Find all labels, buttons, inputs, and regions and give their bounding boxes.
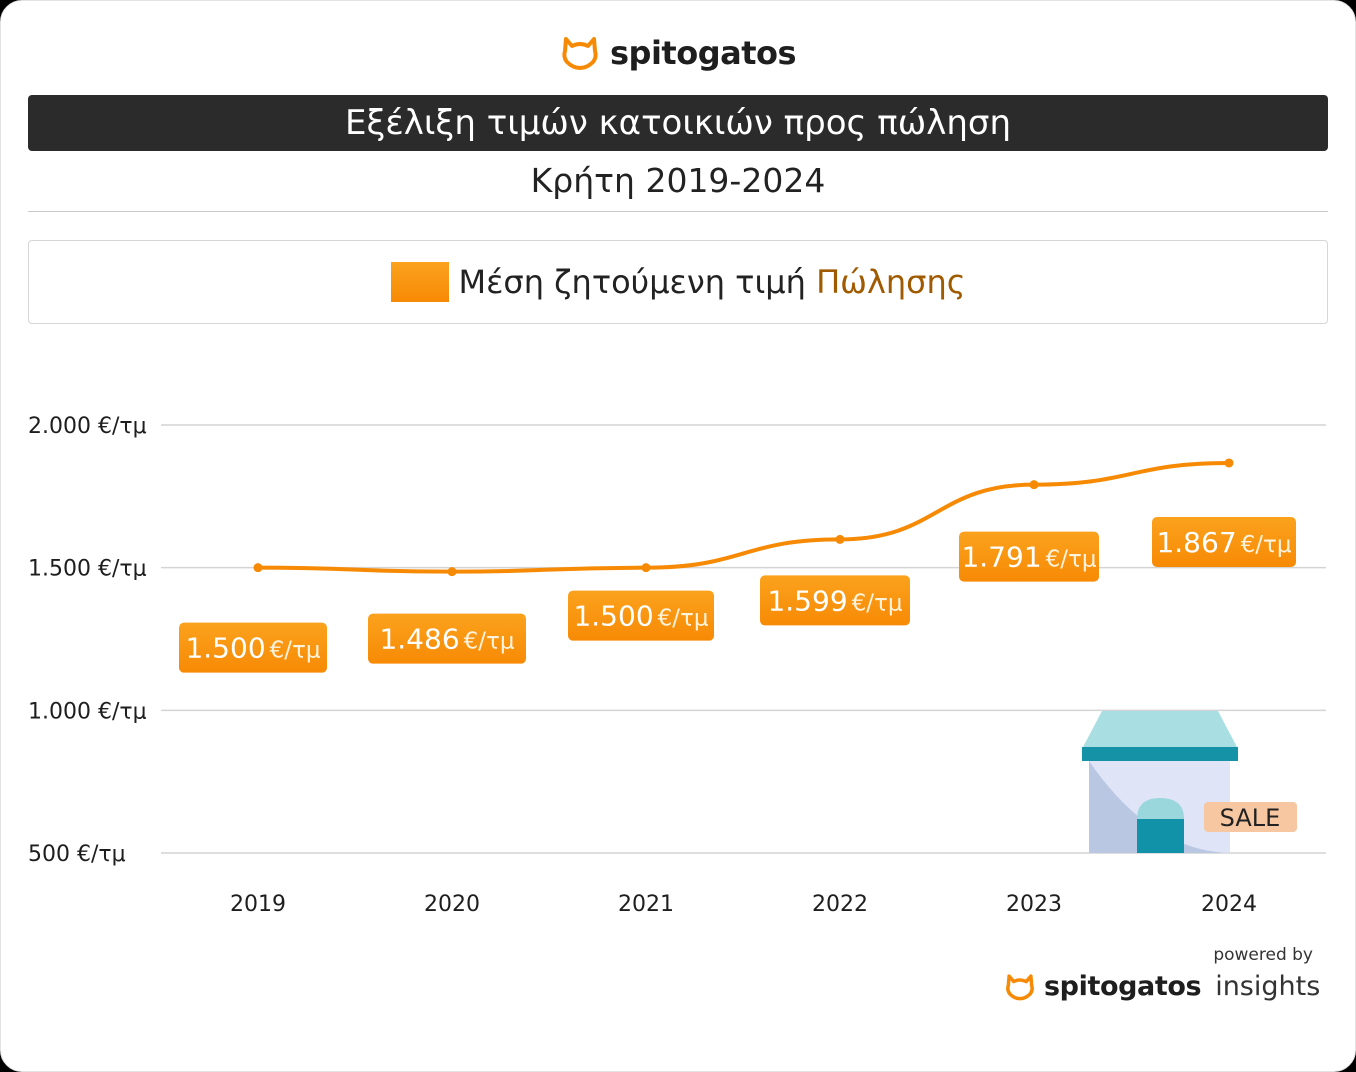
shop-illustration: SALE [1082, 711, 1297, 853]
x-tick-label: 2024 [1201, 892, 1257, 917]
x-tick-label: 2022 [812, 892, 868, 917]
data-label-text: 1.867 €/τμ [1156, 526, 1291, 559]
brand-name: spitogatos [609, 34, 797, 72]
data-label-text: 1.500 €/τμ [573, 600, 708, 633]
data-label-value: 1.486 [379, 623, 459, 656]
data-label: 1.486 €/τμ [368, 613, 526, 664]
y-tick-label: 1.000 €/τμ [28, 699, 147, 724]
data-point [835, 534, 845, 544]
data-label-value: 1.599 [767, 584, 847, 617]
data-label-value: 1.500 [573, 600, 653, 633]
data-point [253, 563, 263, 573]
legend-accent: Πώλησης [816, 263, 966, 301]
page-title: Εξέλιξη τιμών κατοικιών προς πώληση [28, 95, 1328, 151]
data-label: 1.791 €/τμ [959, 531, 1099, 582]
legend-label: Μέση ζητούμενη τιμή Πώλησης [459, 263, 966, 301]
powered-by: powered by [1213, 945, 1313, 965]
page-subtitle: Κρήτη 2019-2024 [530, 161, 826, 200]
data-label-bg [368, 613, 526, 664]
data-label-text: 1.791 €/τμ [961, 541, 1096, 574]
x-tick-label: 2020 [424, 892, 480, 917]
legend: Μέση ζητούμενη τιμή Πώλησης [28, 240, 1328, 324]
sale-badge: SALE [1220, 804, 1281, 832]
data-label-unit: €/τμ [1241, 532, 1292, 558]
x-tick-label: 2021 [618, 892, 674, 917]
y-tick-label: 1.500 €/τμ [28, 557, 147, 582]
data-label: 1.599 €/τμ [760, 575, 910, 626]
footer-logo: spitogatos insights [1004, 971, 1320, 1002]
data-label: 1.500 €/τμ [568, 590, 714, 641]
series-line [256, 460, 1231, 574]
x-tick-label: 2019 [230, 892, 286, 917]
legend-prefix: Μέση ζητούμενη τιμή [458, 263, 806, 301]
data-label-unit: €/τμ [852, 590, 903, 616]
data-label: 1.867 €/τμ [1152, 516, 1296, 567]
data-label-value: 1.867 [1156, 526, 1236, 559]
data-label-unit: €/τμ [270, 638, 321, 664]
footer-brand: spitogatos [1044, 971, 1202, 1002]
data-label-unit: €/τμ [464, 629, 515, 655]
data-label-value: 1.500 [185, 632, 265, 665]
y-tick-label: 2.000 €/τμ [28, 414, 147, 439]
data-point [641, 563, 651, 573]
x-tick-label: 2023 [1006, 892, 1062, 917]
data-label-unit: €/τμ [1046, 547, 1097, 573]
cat-icon [562, 37, 598, 70]
page-title-text: Εξέλιξη τιμών κατοικιών προς πώληση [344, 103, 1011, 143]
data-label-text: 1.599 €/τμ [767, 584, 902, 617]
data-label-bg [179, 622, 327, 673]
data-label-bg [568, 590, 714, 641]
cat-icon [1006, 973, 1034, 1000]
data-label-text: 1.500 €/τμ [185, 632, 320, 665]
legend-swatch [390, 262, 449, 302]
data-label-unit: €/τμ [658, 606, 709, 632]
data-label-text: 1.486 €/τμ [379, 623, 514, 656]
footer-product: insights [1215, 971, 1321, 1002]
data-label-bg [959, 531, 1099, 582]
data-label: 1.500 €/τμ [179, 622, 327, 673]
data-point [1224, 458, 1234, 468]
y-tick-label: 500 €/τμ [28, 842, 126, 867]
data-label-bg [1152, 516, 1296, 567]
data-label-value: 1.791 [961, 541, 1041, 574]
divider [28, 211, 1328, 212]
data-point [447, 567, 457, 577]
data-label-bg [760, 575, 910, 626]
data-point [1029, 480, 1039, 490]
brand-logo: spitogatos [1, 31, 1355, 75]
